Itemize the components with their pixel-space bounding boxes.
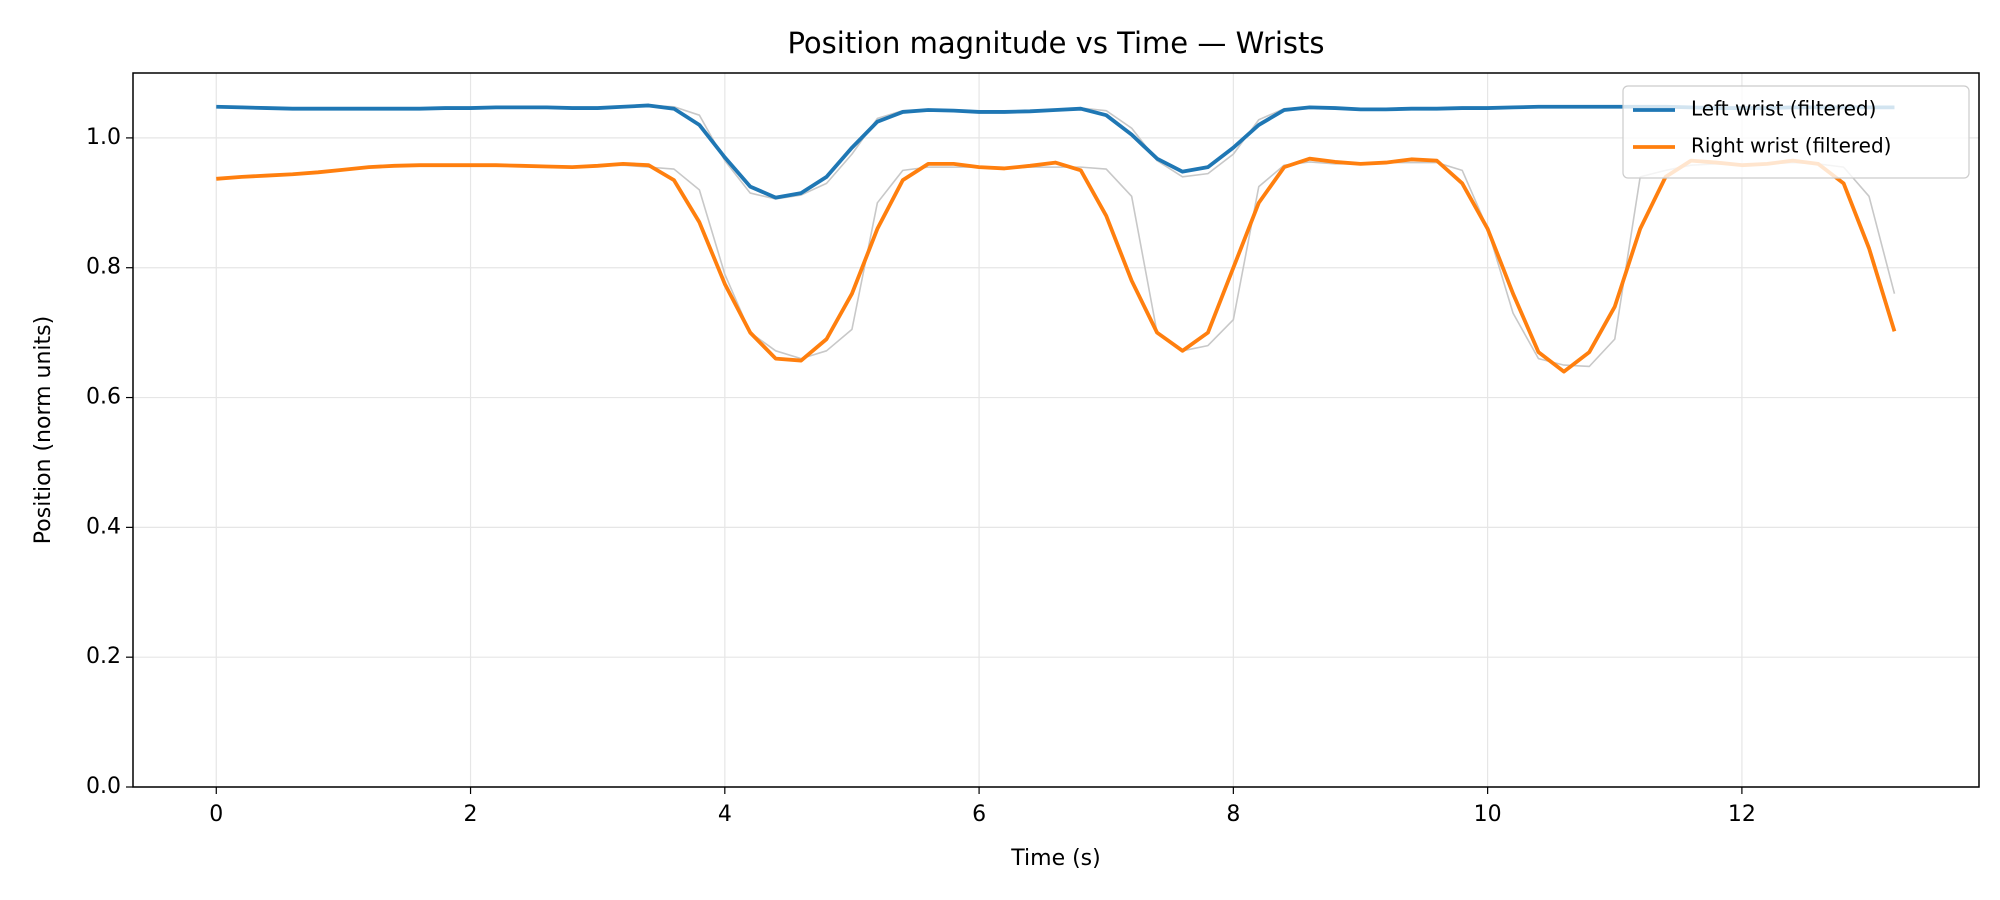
x-axis-label: Time (s) (1010, 846, 1100, 871)
y-tick-label: 0.0 (86, 774, 121, 799)
x-tick-label: 12 (1728, 802, 1756, 827)
raw-line (216, 161, 1896, 368)
y-tick-label: 0.6 (86, 385, 121, 410)
plot-frame (132, 72, 1980, 788)
x-tick-label: 10 (1474, 802, 1502, 827)
y-tick-label: 1.0 (86, 125, 121, 150)
series-line (216, 156, 1897, 374)
y-tick-label: 0.2 (86, 644, 121, 669)
x-tick-label: 6 (972, 802, 986, 827)
series-line (216, 103, 1895, 200)
x-tick-label: 8 (1226, 802, 1240, 827)
legend-label: Right wrist (filtered) (1691, 134, 1891, 158)
y-axis-label: Position (norm units) (31, 316, 56, 544)
x-tick-label: 0 (209, 802, 223, 827)
y-tick-label: 0.8 (86, 255, 121, 280)
legend-label: Left wrist (filtered) (1691, 97, 1876, 121)
x-tick-label: 2 (464, 802, 478, 827)
x-tick-label: 4 (718, 802, 732, 827)
y-tick-label: 0.4 (86, 514, 121, 539)
legend-box (1622, 85, 1970, 179)
chart-title: Position magnitude vs Time — Wrists (787, 26, 1324, 60)
